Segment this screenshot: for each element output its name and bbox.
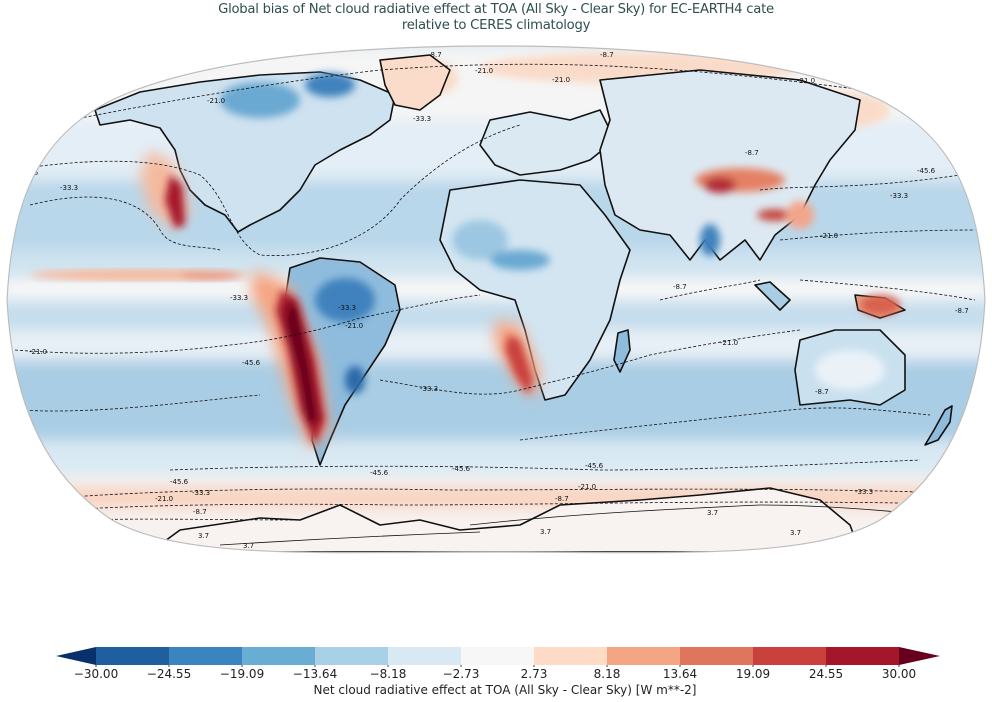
chart-title: Global bias of Net cloud radiative effec… bbox=[0, 2, 992, 34]
contour-label: -21.0 bbox=[29, 348, 47, 356]
europe bbox=[479, 109, 616, 176]
contour-label: -33.3 bbox=[890, 192, 908, 200]
contour-label: -33.3 bbox=[192, 489, 210, 497]
colorbar-tick: 8.18 bbox=[593, 667, 621, 681]
colorbar-bin bbox=[242, 647, 315, 665]
colorbar-tick: −19.09 bbox=[219, 667, 265, 681]
colorbar-tick: 24.55 bbox=[808, 667, 844, 681]
colorbar-tick: 2.73 bbox=[520, 667, 548, 681]
robinson-map: -8.7 -8.7 -8.7 -21.0 -21.0 -21.0 -21.0 -… bbox=[6, 45, 986, 554]
contour-label: -45.6 bbox=[242, 359, 261, 367]
contour-label: -8.7 bbox=[555, 495, 569, 503]
contour-label: -8.7 bbox=[428, 51, 442, 59]
colorbar-tick: 30.00 bbox=[881, 667, 917, 681]
colorbar-tick: −13.64 bbox=[292, 667, 338, 681]
contour-label: -8.7 bbox=[745, 149, 759, 157]
contour-label: -33.3 bbox=[420, 385, 438, 393]
colorbar-bin bbox=[96, 647, 169, 665]
chart-title-line2: relative to CERES climatology bbox=[401, 18, 591, 33]
contour-label: -33.3 bbox=[855, 488, 873, 496]
colorbar-tick: 13.64 bbox=[662, 667, 698, 681]
colorbar-bin bbox=[680, 647, 753, 665]
colorbar-tick: −8.18 bbox=[369, 667, 407, 681]
globe-outline bbox=[6, 45, 986, 554]
colorbar-bin bbox=[315, 647, 388, 665]
contour-label: -33.3 bbox=[230, 294, 248, 302]
contour-label: -45.6 bbox=[370, 469, 389, 477]
contour-label: 3.7 bbox=[707, 509, 718, 517]
colorbar-bin bbox=[534, 647, 607, 665]
contour-label: -21.0 bbox=[207, 97, 225, 105]
colorbar-extend-min bbox=[56, 647, 96, 665]
contour-label: -45.6 bbox=[452, 465, 471, 473]
map-panel: -8.7 -8.7 -8.7 -21.0 -21.0 -21.0 -21.0 -… bbox=[6, 45, 986, 554]
colorbar-extend-max bbox=[899, 647, 940, 665]
colorbar-bin bbox=[461, 647, 534, 665]
contour-label: -21.0 bbox=[552, 76, 570, 84]
contour-label: 3.7 bbox=[790, 529, 801, 537]
contour-label: -33.3 bbox=[413, 115, 431, 123]
colorbar bbox=[56, 647, 940, 667]
contour-label: -45.6 bbox=[585, 462, 604, 470]
colorbar-tick: 19.09 bbox=[735, 667, 771, 681]
contour-label: -21.0 bbox=[578, 483, 596, 491]
land-anomalies bbox=[220, 73, 900, 394]
contour-label: 3.7 bbox=[540, 528, 551, 536]
colorbar-tick: −30.00 bbox=[73, 667, 119, 681]
north-america bbox=[94, 71, 396, 233]
chart-title-line1: Global bias of Net cloud radiative effec… bbox=[218, 2, 774, 17]
contour-label: -8.7 bbox=[673, 283, 687, 291]
contour-label: -45.6 bbox=[917, 167, 936, 175]
contour-label: -21.0 bbox=[155, 495, 173, 503]
colorbar-bin bbox=[607, 647, 680, 665]
stratocumulus-anomalies bbox=[140, 150, 540, 450]
colorbar-bin bbox=[388, 647, 461, 665]
contour-label: 3.7 bbox=[243, 542, 254, 550]
contour-label: -8.7 bbox=[815, 388, 829, 396]
contour-label: -21.0 bbox=[820, 232, 838, 240]
contour-label: -8.7 bbox=[193, 508, 207, 516]
contour-label: -21.0 bbox=[475, 67, 493, 75]
colorbar-bin bbox=[826, 647, 899, 665]
contour-label: -21.0 bbox=[797, 77, 815, 85]
contour-label: -21.0 bbox=[345, 322, 363, 330]
colorbar-tick: −24.55 bbox=[146, 667, 192, 681]
contour-label: -33.3 bbox=[60, 184, 78, 192]
contour-label: 3.7 bbox=[198, 532, 209, 540]
colorbar-label: Net cloud radiative effect at TOA (All S… bbox=[313, 683, 697, 697]
colorbar-tick: −2.73 bbox=[442, 667, 480, 681]
colorbar-ticks: −30.00 −24.55 −19.09 −13.64 −8.18 −2.73 … bbox=[0, 667, 992, 683]
contour-label: -8.7 bbox=[600, 51, 614, 59]
contour-label: -8.7 bbox=[955, 307, 969, 315]
contour-label: -21.0 bbox=[720, 339, 738, 347]
contour-label: -33.3 bbox=[338, 304, 356, 312]
bias-field: -8.7 -8.7 -8.7 -21.0 -21.0 -21.0 -21.0 -… bbox=[7, 46, 985, 553]
colorbar-bin bbox=[169, 647, 242, 665]
contour-label: -45.6 bbox=[170, 478, 189, 486]
colorbar-bin bbox=[753, 647, 826, 665]
